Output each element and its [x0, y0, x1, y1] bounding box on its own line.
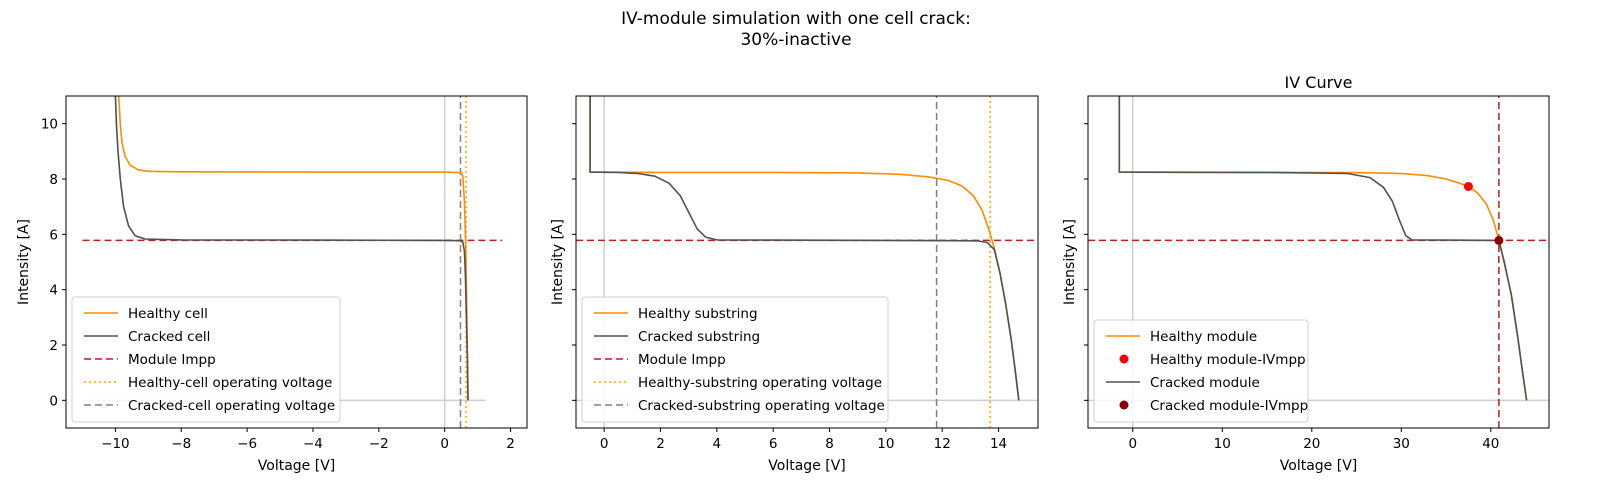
- axes-frame: [1087, 95, 1550, 429]
- legend-marker: [1119, 354, 1129, 364]
- x-tick-label: 6: [769, 436, 778, 452]
- x-tick-label: 14: [990, 436, 1007, 452]
- x-tick-label: 20: [1303, 436, 1320, 452]
- x-axis-label: Voltage [V]: [768, 458, 845, 474]
- healthy-module-ivmpp-marker: [1463, 181, 1473, 191]
- legend: Healthy cell Cracked cell Module Impp Healt…: [71, 296, 341, 423]
- panel-module: 0 10 20 30 40 Voltage [V] Intensity [A] IV Curv…: [1062, 73, 1550, 474]
- x-axis-label: Voltage [V]: [258, 458, 335, 474]
- legend-label: Healthy module-IVmpp: [1150, 352, 1306, 368]
- x-tick-label: 40: [1482, 436, 1499, 452]
- legend-label: Healthy-substring operating voltage: [638, 375, 882, 391]
- x-axis-label: Voltage [V]: [1280, 458, 1357, 474]
- axes-frame: [575, 95, 1039, 429]
- legend-label: Cracked module-IVmpp: [1150, 398, 1308, 414]
- legend-label: Module Impp: [638, 352, 726, 368]
- legend-box: [1093, 319, 1309, 423]
- legend-label: Cracked module: [1150, 375, 1260, 391]
- x-tick-label: 8: [825, 436, 834, 452]
- y-tick-label: 4: [49, 283, 58, 299]
- legend-label: Healthy substring: [638, 306, 758, 322]
- axes-title: IV Curve: [1285, 73, 1353, 92]
- x-tick-label: 12: [934, 436, 951, 452]
- cracked-substring-curve: [589, 96, 1020, 401]
- panel-substring: 0 2 4 6 8 10 12 14 Voltage [V] Intensity [A] Healt…: [550, 95, 1039, 474]
- legend-label: Cracked substring: [638, 329, 760, 345]
- x-tick-label: −8: [171, 436, 191, 452]
- y-axis-label: Intensity [A]: [16, 219, 32, 305]
- x-tick-label: 0: [600, 436, 609, 452]
- legend-label: Cracked-cell operating voltage: [128, 398, 335, 414]
- x-tick-label: 2: [656, 436, 665, 452]
- healthy-cell-curve: [117, 96, 469, 401]
- x-tick-label: 30: [1393, 436, 1410, 452]
- legend-label: Healthy cell: [128, 306, 208, 322]
- y-tick-label: 2: [49, 338, 58, 354]
- x-tick-label: −10: [101, 436, 130, 452]
- x-tick-label: −2: [369, 436, 389, 452]
- legend-label: Cracked cell: [128, 329, 210, 345]
- y-axis-label: Intensity [A]: [1062, 219, 1078, 305]
- legend-label: Healthy-cell operating voltage: [128, 375, 332, 391]
- y-tick-label: 10: [41, 117, 58, 133]
- x-tick-label: 4: [713, 436, 722, 452]
- legend-label: Cracked-substring operating voltage: [638, 398, 885, 414]
- figure-title-line-2: 30%-inactive: [740, 30, 851, 50]
- legend-marker: [1119, 400, 1129, 410]
- cracked-module-ivmpp-marker: [1494, 235, 1504, 245]
- y-tick-label: 8: [49, 172, 58, 188]
- legend-label: Module Impp: [128, 352, 216, 368]
- x-tick-label: −6: [237, 436, 257, 452]
- axes-frame: [65, 95, 528, 429]
- x-tick-label: 10: [877, 436, 894, 452]
- panel-cell: −10 −8 −6 −4 −2 0 2 0 2 4 6 8 10 Voltage [V] Intensity…: [16, 95, 528, 474]
- y-tick-label: 0: [49, 393, 58, 409]
- x-tick-label: −4: [303, 436, 323, 452]
- x-tick-label: 2: [506, 436, 515, 452]
- legend-box: [71, 296, 341, 423]
- cracked-module-curve: [1118, 96, 1528, 401]
- figure-title-line-1: IV-module simulation with one cell crack…: [621, 9, 971, 29]
- x-tick-label: 0: [1128, 436, 1137, 452]
- y-tick-label: 6: [49, 227, 58, 243]
- x-tick-label: 0: [440, 436, 449, 452]
- x-tick-label: 10: [1214, 436, 1231, 452]
- legend-box: [581, 296, 889, 423]
- plot-area: [82, 96, 503, 428]
- legend: Healthy substring Cracked substring Module…: [581, 296, 889, 423]
- cracked-cell-curve: [114, 96, 469, 401]
- legend: Healthy module Healthy module-IVmpp Cracke…: [1093, 319, 1309, 423]
- y-axis-label: Intensity [A]: [550, 219, 566, 305]
- legend-label: Healthy module: [1150, 329, 1257, 345]
